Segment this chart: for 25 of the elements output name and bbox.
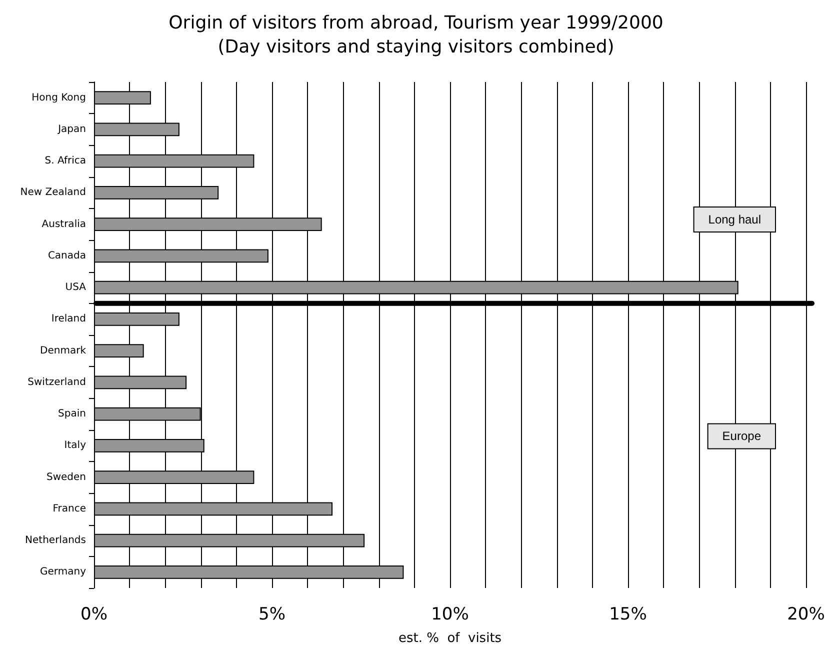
y-tick-label: Switzerland xyxy=(28,376,86,388)
x-tick-label: 15% xyxy=(609,604,647,624)
chart-title: Origin of visitors from abroad, Tourism year 1999/2000 (Day visitors and staying visitors combined) xyxy=(168,12,664,58)
y-tick-label: Ireland xyxy=(51,314,86,325)
y-tick-label: France xyxy=(52,503,86,514)
x-tick-label: 5% xyxy=(258,604,286,624)
y-tick-label: Australia xyxy=(42,218,86,230)
y-tick-label: Sweden xyxy=(46,472,86,483)
annotation: Long haul xyxy=(708,212,761,226)
y-tick-label: Germany xyxy=(40,566,86,578)
x-axis-title: est. % of visits xyxy=(398,631,502,646)
y-tick-label: USA xyxy=(65,282,86,294)
y-tick-label: Italy xyxy=(64,440,86,452)
y-tick-label: Hong Kong xyxy=(32,92,86,104)
x-tick-label: 20% xyxy=(787,604,825,624)
y-tick-label: S. Africa xyxy=(44,156,86,167)
y-tick-label: Netherlands xyxy=(25,535,86,546)
x-tick-label: 10% xyxy=(431,604,469,624)
y-tick-label: New Zealand xyxy=(20,187,86,198)
y-tick-label: Spain xyxy=(58,408,86,420)
y-tick-label: Denmark xyxy=(40,345,86,356)
y-tick-label: Canada xyxy=(48,250,86,262)
x-tick-label: 0% xyxy=(80,604,108,624)
annotation: Europe xyxy=(722,429,762,444)
y-tick-label: Japan xyxy=(57,124,86,135)
